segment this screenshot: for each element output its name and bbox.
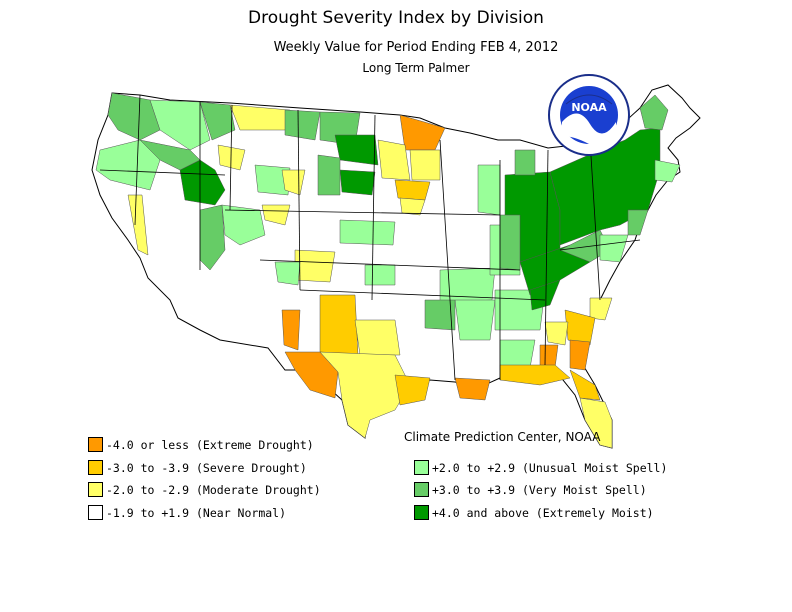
division-very-moist bbox=[627, 209, 649, 236]
division-very-moist bbox=[499, 214, 521, 271]
division-severe-drought bbox=[394, 179, 431, 201]
legend-label: +4.0 and above (Extremely Moist) bbox=[432, 505, 654, 520]
credit-label: Climate Prediction Center, NOAA bbox=[404, 430, 601, 444]
legend-label: -1.9 to +1.9 (Near Normal) bbox=[106, 505, 287, 520]
division-unusual-moist bbox=[221, 204, 266, 246]
division-unusual-moist bbox=[254, 164, 291, 196]
division-moderate-drought bbox=[127, 194, 149, 256]
legend-label: -4.0 or less (Extreme Drought) bbox=[106, 437, 314, 452]
map-subtitle-index: Long Term Palmer bbox=[362, 61, 470, 75]
legend-swatch bbox=[88, 482, 103, 497]
division-very-moist bbox=[514, 149, 536, 176]
map-subtitle: Weekly Value for Period Ending FEB 4, 20… bbox=[273, 40, 559, 55]
division-moderate-drought bbox=[261, 204, 291, 226]
legend-item: -4.0 or less (Extreme Drought) bbox=[88, 437, 314, 452]
division-moderate-drought bbox=[377, 139, 411, 181]
legend-swatch bbox=[414, 505, 429, 520]
legend-swatch bbox=[88, 505, 103, 520]
division-very-moist bbox=[284, 109, 321, 141]
division-unusual-moist bbox=[274, 261, 301, 286]
division-unusual-moist bbox=[454, 299, 496, 341]
noaa-seal-icon: NOAA bbox=[548, 74, 630, 156]
division-moderate-drought bbox=[354, 319, 401, 356]
division-extremely-moist bbox=[339, 169, 376, 196]
division-moderate-drought bbox=[409, 149, 441, 181]
division-moderate-drought bbox=[294, 249, 336, 283]
division-extremely-moist bbox=[519, 244, 591, 296]
legend-label: +3.0 to +3.9 (Very Moist Spell) bbox=[432, 482, 647, 497]
division-unusual-moist bbox=[477, 164, 501, 216]
legend-item: -1.9 to +1.9 (Near Normal) bbox=[88, 505, 286, 520]
division-moderate-drought bbox=[579, 397, 613, 449]
legend-item: +4.0 and above (Extremely Moist) bbox=[414, 505, 654, 520]
map-title: Drought Severity Index by Division bbox=[248, 8, 544, 28]
division-very-moist bbox=[317, 154, 341, 196]
legend-item: -3.0 to -3.9 (Severe Drought) bbox=[88, 460, 307, 475]
division-severe-drought bbox=[569, 369, 601, 401]
legend-swatch bbox=[414, 482, 429, 497]
legend-label: +2.0 to +2.9 (Unusual Moist Spell) bbox=[432, 460, 668, 475]
division-extreme-drought bbox=[281, 309, 301, 351]
legend-swatch bbox=[88, 437, 103, 452]
division-extreme-drought bbox=[569, 339, 591, 371]
division-fills bbox=[95, 92, 681, 449]
division-moderate-drought bbox=[399, 197, 426, 216]
division-unusual-moist bbox=[599, 234, 629, 263]
division-moderate-drought bbox=[319, 351, 411, 439]
division-extremely-moist bbox=[529, 279, 561, 311]
legend-label: -2.0 to -2.9 (Moderate Drought) bbox=[106, 482, 321, 497]
legend-label: -3.0 to -3.9 (Severe Drought) bbox=[106, 460, 307, 475]
state-boundaries bbox=[99, 94, 641, 381]
noaa-logo: NOAA bbox=[548, 74, 630, 156]
legend-item: +2.0 to +2.9 (Unusual Moist Spell) bbox=[414, 460, 667, 475]
division-moderate-drought bbox=[544, 321, 569, 346]
division-very-moist bbox=[199, 101, 236, 141]
division-extreme-drought bbox=[539, 344, 559, 369]
division-unusual-moist bbox=[654, 159, 681, 183]
legend-item: -2.0 to -2.9 (Moderate Drought) bbox=[88, 482, 321, 497]
division-moderate-drought bbox=[589, 297, 613, 321]
svg-text:NOAA: NOAA bbox=[571, 101, 607, 114]
division-unusual-moist bbox=[339, 219, 396, 246]
division-extreme-drought bbox=[454, 377, 491, 401]
division-unusual-moist bbox=[364, 264, 396, 286]
division-extremely-moist bbox=[334, 134, 379, 166]
legend-item: +3.0 to +3.9 (Very Moist Spell) bbox=[414, 482, 647, 497]
division-severe-drought bbox=[394, 374, 431, 406]
division-moderate-drought bbox=[217, 144, 246, 171]
division-very-moist bbox=[424, 299, 456, 331]
legend-swatch bbox=[88, 460, 103, 475]
legend-swatch bbox=[414, 460, 429, 475]
division-severe-drought bbox=[319, 294, 359, 356]
division-very-moist bbox=[139, 139, 201, 171]
division-very-moist bbox=[639, 94, 669, 131]
